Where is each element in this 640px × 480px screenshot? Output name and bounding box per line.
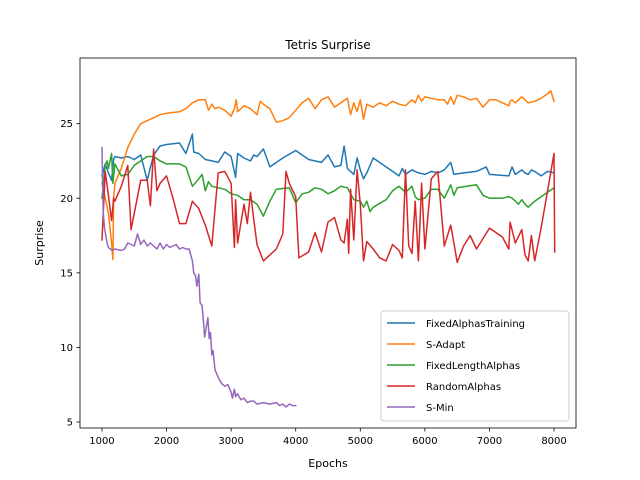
x-tick-label: 5000 <box>348 436 373 447</box>
series-line-s-adapt <box>101 90 555 261</box>
y-tick-label: 25 <box>60 119 73 130</box>
legend-label: S-Min <box>426 403 454 414</box>
y-axis-label: Surprise <box>33 220 46 266</box>
x-tick-label: 1000 <box>89 436 114 447</box>
x-tick-label: 2000 <box>154 436 179 447</box>
chart-title: Tetris Surprise <box>284 38 370 52</box>
x-tick-label: 3000 <box>218 436 243 447</box>
y-tick-label: 15 <box>60 268 73 279</box>
x-tick-label: 6000 <box>412 436 437 447</box>
series-layer <box>101 90 556 408</box>
series-line-s-min <box>101 146 297 408</box>
x-tick-label: 8000 <box>541 436 566 447</box>
series-line-fixed-alphas-training <box>101 133 555 182</box>
plot-frame <box>79 57 577 429</box>
legend-label: FixedAlphasTraining <box>426 319 525 330</box>
y-axis-ticks: 5 10 15 20 25 <box>60 119 80 429</box>
y-tick-label: 10 <box>60 343 73 354</box>
legend-entries: FixedAlphasTraining S-Adapt FixedLengthAlp… <box>387 319 525 414</box>
legend-label: S-Adapt <box>426 340 465 351</box>
series-line-random-alphas <box>101 148 556 264</box>
legend-label: RandomAlphas <box>426 382 501 393</box>
x-tick-label: 4000 <box>283 436 308 447</box>
x-tick-label: 7000 <box>477 436 502 447</box>
legend-box <box>380 310 570 422</box>
legend: FixedAlphasTraining S-Adapt FixedLengthAlp… <box>380 310 570 422</box>
legend-label: FixedLengthAlphas <box>426 361 520 372</box>
y-tick-label: 5 <box>67 418 73 429</box>
x-axis-label: Epochs <box>308 457 348 470</box>
series-line-fixed-length-alphas <box>101 152 556 217</box>
x-axis-ticks: 1000 2000 3000 4000 5000 6000 7000 8000 <box>89 428 567 447</box>
y-tick-label: 20 <box>60 194 73 205</box>
